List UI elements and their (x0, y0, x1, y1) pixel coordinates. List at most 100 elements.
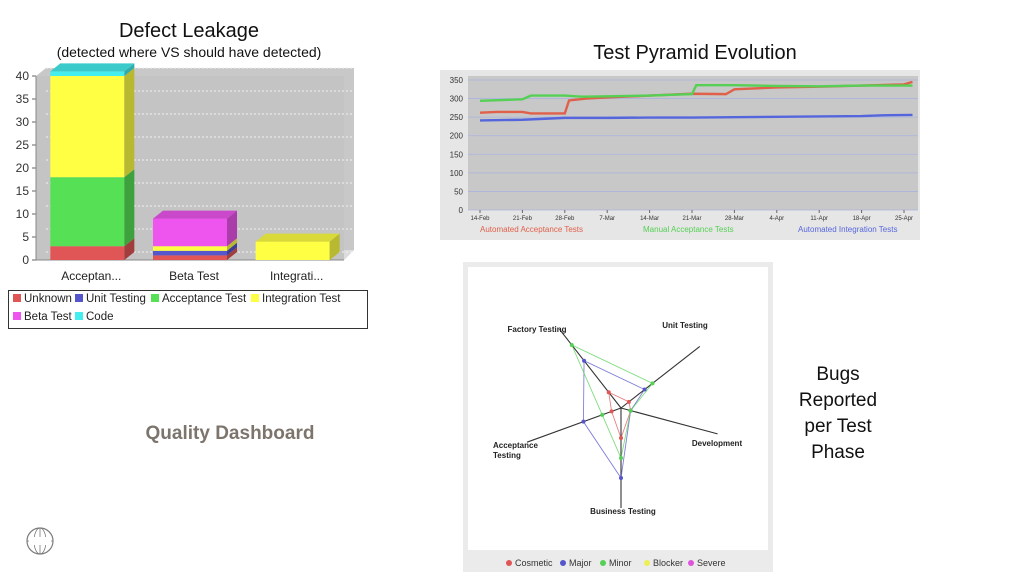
y-tick-label: 250 (450, 113, 464, 122)
radar-chart-panel (468, 267, 768, 550)
test-pyramid-title: Test Pyramid Evolution (593, 42, 797, 64)
defect-leakage-legend: Unknown Unit Testing Acceptance Test Integr… (8, 290, 368, 329)
radar-point (626, 399, 631, 404)
bar-segment (50, 246, 125, 260)
radar-axis (620, 407, 718, 435)
x-tick-label: 14-Mar (640, 216, 659, 222)
legend-item: Unit Testing (75, 293, 146, 305)
legend-swatch (75, 312, 83, 320)
bar-segment-side (124, 238, 135, 260)
legend-label: Automated Acceptance Tests (480, 225, 583, 234)
y-tick-label: 25 (16, 138, 30, 152)
x-tick-label: Integrati... (270, 269, 323, 283)
radar-point (581, 419, 586, 424)
legend-label: Automated Integration Tests (798, 225, 897, 234)
y-tick-label: 50 (454, 187, 463, 196)
defect-leakage-chart: 0 5 10 15 20 25 30 35 40 Acceptan... Beta Test Inte… (16, 63, 354, 283)
y-tick-label: 0 (22, 253, 29, 267)
bar-top (153, 210, 237, 219)
bugs-label-line: Reported (798, 390, 878, 411)
bar-segment-side (329, 233, 340, 260)
legend-item: Acceptance Test (151, 293, 246, 305)
radar-axis-label: Factory Testing (508, 325, 567, 334)
bugs-label-line: per Test (804, 416, 872, 437)
legend-item: Unknown (13, 293, 72, 305)
legend-marker (560, 560, 566, 566)
radar-point (600, 412, 605, 417)
legend-marker (506, 560, 512, 566)
radar-point (609, 409, 614, 414)
y-tick-label: 10 (16, 207, 30, 221)
radar-point (569, 342, 574, 347)
y-tick-label: 5 (22, 230, 29, 244)
y-tick-label: 35 (16, 92, 30, 106)
radar-axis-label: Acceptance (493, 441, 538, 450)
legend-swatch (151, 294, 159, 302)
y-tick-label: 20 (16, 161, 30, 175)
radar-axis (526, 407, 622, 443)
series-line (479, 83, 913, 102)
x-tick-label: Beta Test (169, 269, 219, 283)
legend-label: Beta Test (24, 311, 72, 323)
defect-leakage-title: Defect Leakage (118, 20, 260, 42)
radar-point (619, 476, 623, 480)
legend-swatch (251, 294, 259, 302)
test-pyramid-chart: 0 50 100 150 200 250 300 350 14-Feb 21-Feb 28-Feb 7… (440, 70, 920, 240)
bar-top (50, 63, 135, 72)
legend-swatch (75, 294, 83, 302)
bar-segment (153, 246, 227, 251)
defect-leakage-subtitle: (detected where VS should have detected) (56, 44, 322, 60)
x-tick-label: 11-Apr (810, 216, 828, 222)
bar-segment (255, 241, 330, 260)
bar-segment-side (124, 68, 135, 178)
legend-label: Blocker (653, 558, 683, 568)
legend-swatch (13, 294, 21, 302)
radar-series (570, 344, 654, 460)
radar-point (650, 381, 655, 386)
radar-axis (559, 328, 622, 409)
bugs-label-line: Bugs (816, 364, 860, 385)
legend-label: Cosmetic (515, 558, 553, 568)
bugs-label-line: Phase (811, 442, 865, 463)
bar-segment (50, 76, 125, 178)
x-tick-label: 14-Feb (470, 216, 490, 222)
x-tick-label: 4-Apr (769, 216, 784, 222)
legend-item: Integration Test (251, 293, 340, 305)
legend-label: Minor (609, 558, 632, 568)
y-tick-label: 150 (450, 150, 464, 159)
swift-logo-icon (26, 527, 54, 555)
x-tick-label: 7-Mar (599, 216, 615, 222)
quality-dashboard-label: Quality Dashboard (145, 423, 315, 444)
legend-item: Beta Test (13, 311, 72, 323)
legend-label: Integration Test (262, 293, 341, 305)
legend-marker (644, 560, 650, 566)
legend-marker (688, 560, 694, 566)
legend-label: Acceptance Test (162, 293, 247, 305)
radar-axis-label: Business Testing (590, 507, 656, 516)
bar-segment-side (124, 63, 135, 76)
radar-axis-label: Testing (493, 451, 521, 460)
bar-segment (153, 250, 227, 256)
x-tick-label: Acceptan... (61, 269, 121, 283)
bar-top (255, 233, 340, 242)
x-tick-label: 28-Mar (725, 216, 744, 222)
radar-axis (620, 346, 701, 409)
legend-label: Severe (697, 558, 726, 568)
legend-label: Unit Testing (86, 293, 146, 305)
y-tick-label: 100 (450, 169, 464, 178)
bar-segment-side (227, 210, 237, 247)
x-tick-label: 21-Mar (682, 216, 701, 222)
y-tick-label: 0 (459, 206, 464, 215)
bugs-radar-chart: Unit Testing Development Business Testing A… (493, 321, 742, 568)
legend-label: Major (569, 558, 592, 568)
y-tick-label: 15 (16, 184, 30, 198)
radar-point (606, 390, 611, 395)
radar-axis-label: Unit Testing (662, 321, 708, 330)
bar-segment-side (227, 242, 237, 256)
radar-point (628, 408, 633, 413)
legend-item: Code (75, 311, 114, 323)
bar-segment (50, 71, 125, 76)
y-tick-label: 40 (16, 69, 30, 83)
legend-swatch (13, 312, 21, 320)
x-tick-label: 28-Feb (555, 216, 575, 222)
